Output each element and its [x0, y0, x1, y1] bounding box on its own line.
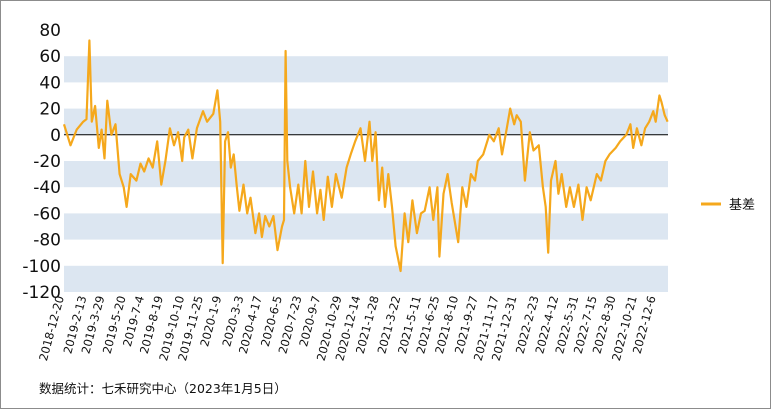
y-tick-label: 40 — [39, 73, 61, 93]
x-axis-ticks: 2018-12-202019-2-132019-3-292019-5-20201… — [36, 294, 659, 362]
y-tick-label: -60 — [33, 204, 61, 224]
y-tick-label: -20 — [33, 152, 61, 172]
y-tick-label: -80 — [33, 231, 61, 251]
y-tick-label: -120 — [22, 283, 61, 303]
y-tick-label: 20 — [39, 100, 61, 120]
y-tick-label: -100 — [22, 257, 61, 277]
band — [64, 108, 668, 135]
y-tick-label: 60 — [39, 47, 61, 67]
band — [64, 265, 668, 292]
y-tick-label: -40 — [33, 178, 61, 198]
band — [64, 56, 668, 83]
legend: 基差 — [701, 198, 755, 213]
source-note: 数据统计：七禾研究中心（2023年1月5日） — [39, 381, 287, 396]
y-tick-label: 80 — [39, 21, 61, 41]
band — [64, 213, 668, 240]
y-axis-ticks: 80 60 40 20 0 -20 -40 -60 -80 -100 -120 — [22, 21, 61, 303]
band — [64, 161, 668, 188]
legend-label: 基差 — [729, 198, 755, 213]
background-bands — [64, 56, 668, 292]
series-group — [62, 39, 669, 273]
y-tick-label: 0 — [50, 126, 61, 146]
series-line — [62, 39, 669, 273]
